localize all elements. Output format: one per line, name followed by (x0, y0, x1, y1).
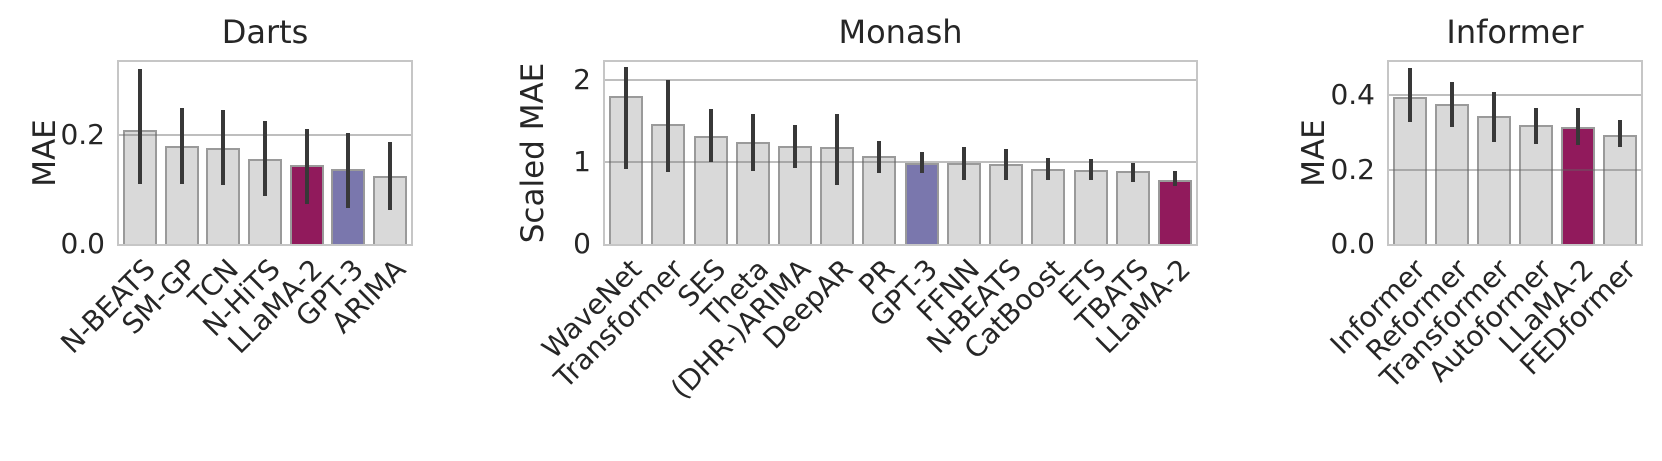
error-bar (1004, 148, 1008, 181)
bar-reformer (1435, 104, 1469, 244)
chart-darts: Darts MAE 0.0 0.2 N-BEATS SM-GP TCN N-HiTS LLaMA… (27, 14, 413, 360)
error-bar (1046, 157, 1051, 180)
y-tick-label: 0.4 (1330, 78, 1375, 112)
error-bar (304, 129, 309, 205)
error-bar (1576, 108, 1580, 146)
error-bar (1618, 119, 1622, 147)
error-bar (877, 140, 882, 174)
y-tick-label: 0.0 (1330, 227, 1375, 260)
gridline (1389, 168, 1641, 171)
y-tick-label: 0.2 (60, 118, 105, 152)
bar-fedformer (1603, 134, 1637, 244)
bar-autoformer (1519, 125, 1553, 244)
error-bar (1450, 82, 1454, 127)
y-axis-label-text: MAE (27, 119, 64, 187)
error-bar (388, 142, 393, 210)
bar-catboost (1031, 169, 1066, 244)
error-bar (961, 147, 966, 181)
chart-title: Darts (221, 13, 309, 51)
chart-title: Informer (1446, 13, 1584, 51)
y-tick-label: 0.0 (60, 227, 105, 260)
y-tick-label: 1 (573, 145, 591, 179)
error-bar (624, 66, 629, 169)
error-bar (137, 68, 142, 185)
chart-informer: Informer MAE 0.0 0.2 0.4 Informer Reformer Tran… (1296, 14, 1643, 395)
error-bar (1408, 68, 1412, 122)
error-bar (346, 132, 351, 208)
y-tick-label: 0.2 (1330, 152, 1375, 186)
error-bar (835, 113, 840, 185)
error-bar (750, 113, 755, 171)
y-axis-label-text: Scaled MAE (515, 62, 552, 244)
chart-title: Monash (838, 13, 963, 51)
chart-monash: Monash Scaled MAE 0 1 2 WaveNet Transformer SES… (515, 14, 1198, 405)
y-axis-label-text: MAE (1296, 119, 1333, 187)
bar-ets (1073, 170, 1108, 244)
y-tick-label: 2 (573, 63, 591, 97)
bar-theta (735, 141, 770, 244)
error-bar (793, 124, 797, 168)
bar-llama-2 (1157, 180, 1192, 244)
error-bar (1130, 162, 1135, 182)
error-bar (179, 108, 184, 185)
gridline (605, 161, 1196, 163)
error-bar (666, 80, 671, 172)
bar-llama-2 (289, 165, 324, 244)
error-bar (1088, 158, 1093, 180)
error-bar (221, 110, 226, 186)
gridline (1389, 94, 1641, 97)
y-tick-label: 0 (573, 227, 591, 260)
error-bar (708, 108, 713, 162)
error-bar (263, 121, 267, 196)
gridline (605, 79, 1196, 81)
bar-tbats (1115, 171, 1150, 244)
error-bar (1172, 171, 1177, 186)
error-bar (1534, 108, 1538, 145)
bar-gpt-3 (904, 162, 939, 244)
error-bar (1492, 92, 1496, 143)
error-bar (919, 152, 924, 173)
